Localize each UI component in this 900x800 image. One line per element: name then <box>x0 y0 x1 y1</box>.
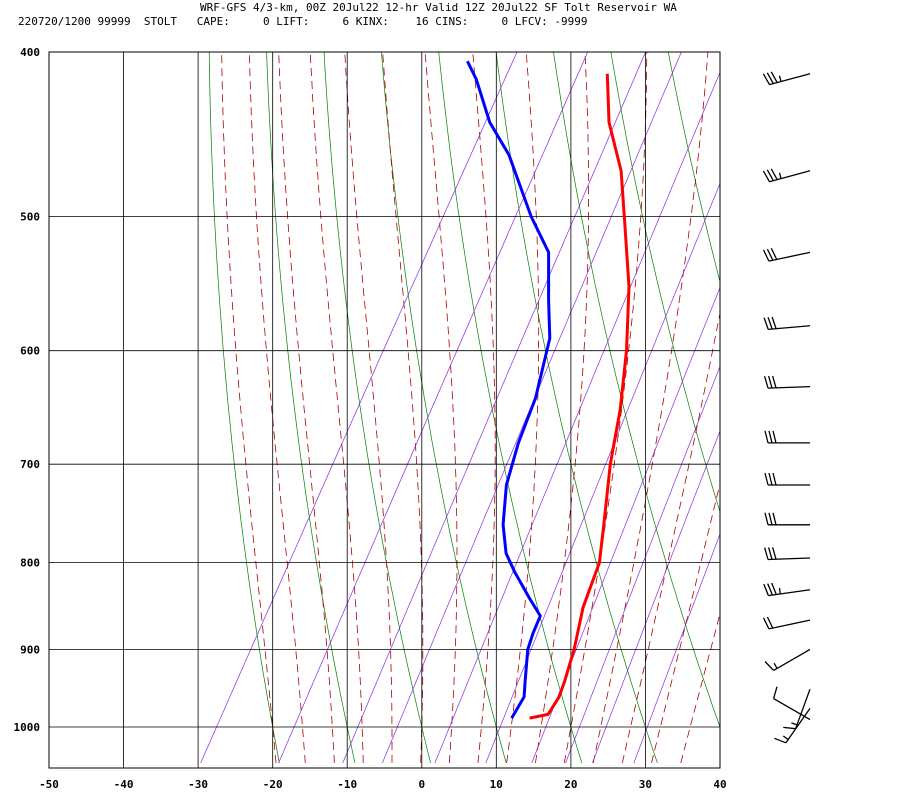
mixing-ratio-line <box>565 365 720 764</box>
temperature-tick-label: 20 <box>564 778 577 791</box>
mixing-ratio-line <box>382 52 682 764</box>
dry-adiabat <box>610 52 720 514</box>
wind-barb <box>783 688 811 730</box>
wind-barb <box>763 375 811 389</box>
pressure-tick-label: 1000 <box>14 721 41 734</box>
temperature-profile-line <box>529 73 631 720</box>
dry-adiabat <box>774 14 900 763</box>
dry-adiabat <box>266 52 356 763</box>
pressure-tick-label: 700 <box>20 458 40 471</box>
pressure-tick-label: 500 <box>20 210 40 223</box>
moist-adiabat <box>382 52 424 763</box>
background-lines <box>200 14 900 764</box>
moist-adiabat <box>424 52 458 763</box>
moist-adiabat <box>221 52 277 763</box>
sounding-profiles <box>466 60 631 720</box>
wind-barb <box>772 686 811 721</box>
temperature-tick-label: 0 <box>418 778 425 791</box>
dry-adiabat <box>553 52 720 729</box>
pressure-tick-label: 400 <box>20 46 40 59</box>
moist-adiabat <box>535 52 589 763</box>
temperature-tick-labels: -50 -40 -30 -20 -10 0 10 20 30 40 <box>39 778 727 791</box>
dry-adiabat <box>831 14 900 763</box>
mixing-ratio-line <box>200 52 518 764</box>
mixing-ratio-line <box>342 52 646 764</box>
moist-adiabat <box>680 611 720 763</box>
wind-barb <box>764 512 811 526</box>
dry-adiabat <box>667 52 720 283</box>
wind-barb <box>762 616 811 630</box>
wind-barb <box>762 71 811 86</box>
temperature-tick-label: -30 <box>188 778 208 791</box>
wind-barb <box>763 582 811 597</box>
moist-adiabat <box>248 52 306 763</box>
mixing-ratio-line <box>434 71 720 764</box>
wind-barb <box>762 248 811 262</box>
mixing-ratio-line <box>531 286 720 764</box>
temperature-tick-label: -50 <box>39 778 59 791</box>
sounding-indices: 220720/1200 99999 STOLT CAPE: 0 LIFT: 6 … <box>18 15 588 28</box>
moist-adiabat <box>278 52 335 763</box>
mixing-ratio-line <box>633 532 720 764</box>
plot-frame <box>48 51 721 769</box>
moist-adiabat <box>651 481 720 763</box>
temperature-tick-label: 40 <box>713 778 726 791</box>
moist-adiabat <box>309 52 364 763</box>
dry-adiabat <box>323 52 431 763</box>
moist-adiabat <box>344 52 393 763</box>
wind-barb <box>764 430 811 444</box>
wind-barb <box>762 168 811 183</box>
dry-adiabat <box>438 52 583 764</box>
temperature-tick-label: -10 <box>337 778 357 791</box>
wind-barb <box>764 648 811 671</box>
mixing-ratio-line <box>278 52 589 764</box>
chart-title: WRF-GFS 4/3-km, 00Z 20Jul22 12-hr Valid … <box>200 1 677 14</box>
moist-adiabat <box>621 311 720 763</box>
moist-adiabat <box>563 52 648 763</box>
wind-barbs <box>762 71 811 744</box>
wind-barb <box>763 547 811 561</box>
moist-adiabat <box>592 52 709 763</box>
moist-adiabat <box>472 52 496 763</box>
mixing-ratio-line <box>592 430 720 764</box>
temperature-tick-label: -20 <box>263 778 283 791</box>
mixing-ratio-line <box>485 182 720 764</box>
wind-barb <box>763 316 811 331</box>
pressure-tick-label: 800 <box>20 557 40 570</box>
pressure-tick-label: 600 <box>20 345 40 358</box>
dry-adiabat <box>887 14 900 763</box>
moist-adiabat <box>506 52 540 763</box>
temperature-tick-label: 10 <box>490 778 503 791</box>
temperature-tick-label: -40 <box>114 778 134 791</box>
temperature-tick-label: 30 <box>639 778 652 791</box>
wind-barb <box>764 472 811 486</box>
pressure-tick-labels: 400 500 600 700 800 900 1000 <box>14 46 41 734</box>
wind-barb <box>774 707 811 744</box>
dry-adiabat <box>381 52 507 763</box>
dewpoint-profile-line <box>466 60 552 719</box>
pressure-tick-label: 900 <box>20 643 40 656</box>
dry-adiabat <box>495 52 658 764</box>
dry-adiabat <box>208 52 280 763</box>
